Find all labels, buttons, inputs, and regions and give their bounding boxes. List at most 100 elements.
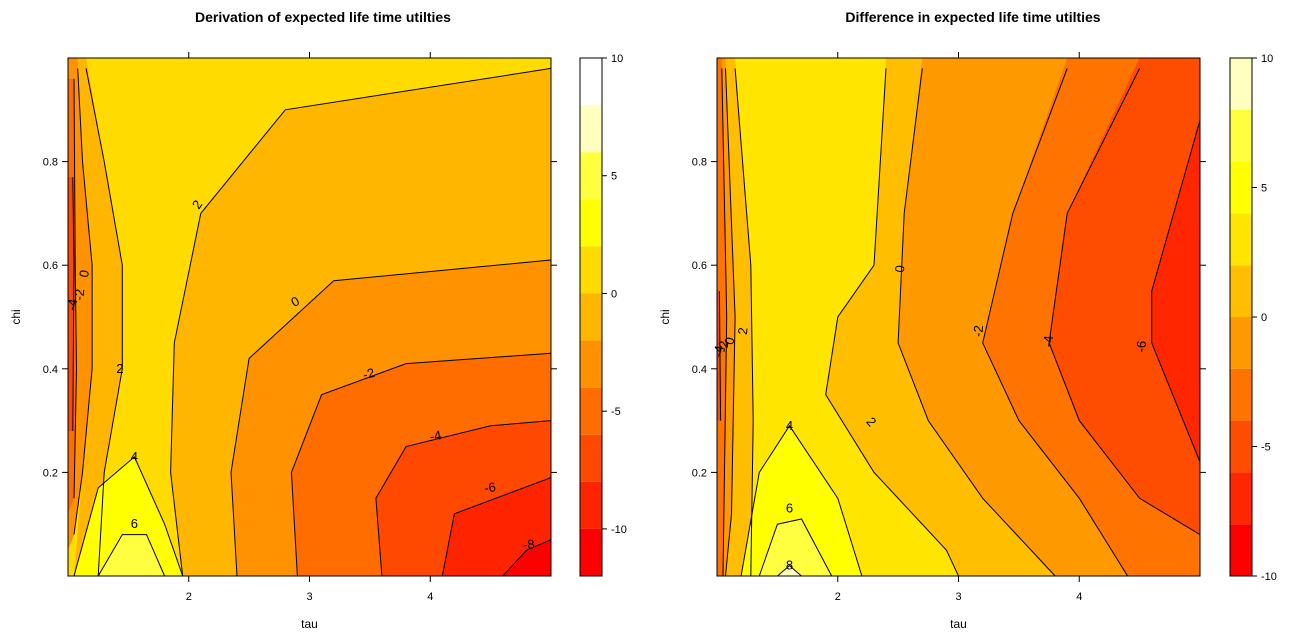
- contour-line: [170, 67, 551, 576]
- x-tick-label: 2: [835, 591, 841, 603]
- x-tick-label: 4: [1076, 591, 1082, 603]
- colorbar-tick-label: 10: [1261, 53, 1273, 65]
- contour-line: [502, 539, 551, 576]
- contour-label: 2: [116, 361, 123, 376]
- contour-line: [73, 456, 184, 576]
- contour-line: [375, 420, 551, 576]
- colorbar-swatch: [1230, 213, 1252, 266]
- contour-label: -6: [483, 479, 497, 495]
- contour-label: 6: [786, 501, 793, 516]
- y-tick-label: 0.8: [43, 157, 58, 169]
- contour-line: [73, 78, 78, 499]
- y-axis-label: chi: [9, 309, 23, 324]
- contour-band: [74, 58, 123, 576]
- contour-label: 8: [786, 558, 793, 573]
- contour-line: [72, 177, 75, 432]
- contour-line: [1048, 68, 1200, 536]
- contour-label: -2: [71, 288, 87, 301]
- contour-line: [897, 68, 1056, 576]
- colorbar-tick-label: 0: [611, 288, 617, 300]
- contour-band: [1049, 58, 1200, 535]
- y-tick-label: 0.6: [692, 260, 707, 272]
- colorbar-swatch: [580, 152, 602, 200]
- contour-band: [74, 456, 183, 576]
- contour-label: 2: [735, 327, 751, 336]
- colorbar-swatch: [1230, 58, 1252, 110]
- contour-line: [97, 534, 166, 576]
- y-axis-label: chi: [658, 309, 672, 324]
- colorbar-swatch: [1230, 265, 1252, 317]
- contour-band: [98, 534, 165, 576]
- contour-line: [740, 424, 863, 576]
- colorbar-swatch: [1230, 317, 1252, 369]
- contour-line: [758, 518, 833, 576]
- y-tick-label: 0.6: [43, 260, 58, 272]
- colorbar-swatch: [580, 246, 602, 294]
- colorbar-swatch: [580, 481, 602, 529]
- x-tick-label: 3: [955, 591, 961, 603]
- contour-band: [502, 539, 551, 576]
- colorbar-swatch: [1230, 161, 1252, 214]
- contour-label: 4: [131, 449, 138, 464]
- contour-label: 0: [892, 265, 908, 274]
- contour-band: [1151, 120, 1200, 462]
- contour-line: [718, 291, 722, 421]
- y-tick-label: 0.2: [692, 467, 707, 479]
- y-tick-label: 0.2: [43, 467, 58, 479]
- x-axis-label: tau: [950, 617, 967, 631]
- contour-line: [725, 68, 736, 576]
- contour-label: -4: [429, 427, 443, 444]
- colorbar-swatch: [1230, 472, 1252, 525]
- colorbar-swatch: [580, 199, 602, 247]
- colorbar-tick-label: -10: [1261, 571, 1277, 583]
- y-tick-label: 0.4: [43, 364, 58, 376]
- contour-line: [825, 68, 959, 576]
- colorbar-swatch: [1230, 368, 1252, 421]
- y-tick-label: 0.4: [692, 364, 707, 376]
- contour-label: -2: [970, 325, 986, 338]
- contour-label: -6: [1133, 340, 1149, 353]
- x-tick-label: 3: [306, 591, 312, 603]
- colorbar-swatch: [1230, 109, 1252, 162]
- colorbar-tick-label: 10: [611, 53, 623, 65]
- colorbar-swatch: [580, 434, 602, 482]
- contour-line: [734, 68, 754, 576]
- contour-label: 6: [131, 516, 138, 531]
- contour-line: [290, 352, 551, 576]
- contour-line: [982, 68, 1129, 576]
- colorbar-swatch: [1230, 524, 1252, 576]
- contour-label: 0: [721, 336, 737, 346]
- x-tick-label: 2: [186, 591, 192, 603]
- contour-band: [777, 565, 802, 576]
- contour-band: [717, 58, 727, 576]
- colorbar-swatch: [580, 340, 602, 388]
- colorbar-swatch: [580, 105, 602, 153]
- colorbar-frame: [579, 57, 603, 577]
- contour-label: -4: [1040, 335, 1056, 348]
- contour-label: 0: [76, 269, 92, 279]
- contour-label: -4: [710, 344, 727, 358]
- contour-band: [442, 477, 551, 576]
- plot-area: [68, 58, 551, 576]
- contour-line: [73, 68, 93, 535]
- colorbar-tick-label: 5: [611, 171, 617, 183]
- colorbar-swatch: [1230, 420, 1252, 473]
- contour-line: [721, 68, 728, 576]
- colorbar-tick-label: 0: [1261, 312, 1267, 324]
- contour-line: [85, 68, 123, 576]
- colorbar-tick-label: -5: [611, 406, 621, 418]
- colorbar-tick-label: 5: [1261, 183, 1267, 195]
- chart-title: Difference in expected life time utiltie…: [845, 9, 1100, 25]
- colorbar-swatch: [580, 293, 602, 341]
- contour-band: [68, 177, 74, 431]
- contour-line: [777, 564, 802, 576]
- colorbar-swatch: [580, 387, 602, 435]
- chart-title: Derivation of expected life time utiltie…: [195, 9, 451, 25]
- x-axis-label: tau: [301, 617, 318, 631]
- contour-line: [230, 259, 551, 576]
- colorbar-tick-label: -10: [611, 524, 627, 536]
- contour-line: [441, 477, 551, 576]
- colorbar-tick-label: -5: [1261, 442, 1271, 454]
